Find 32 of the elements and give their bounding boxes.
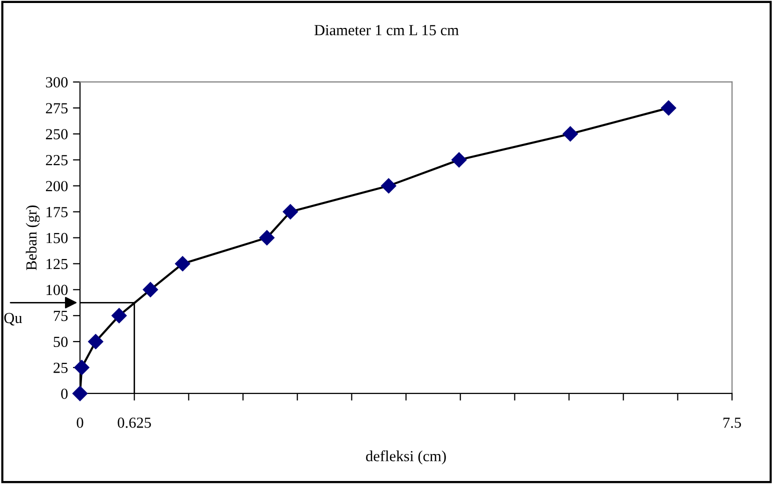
point — [175, 256, 190, 272]
y-axis-title: Beban (gr) — [26, 206, 40, 270]
point — [451, 152, 467, 168]
point — [660, 100, 676, 116]
y-tick-label: 150 — [46, 232, 68, 244]
y-tick-label: 125 — [46, 258, 68, 270]
y-tick-label: 300 — [46, 77, 68, 88]
y-tick-label: 250 — [46, 129, 68, 140]
point — [142, 282, 158, 298]
chart-title: Diameter 1 cm L 15 cm — [314, 25, 459, 36]
point — [282, 204, 298, 220]
y-tick-label: 50 — [54, 336, 68, 348]
y-tick-label: 200 — [46, 180, 68, 192]
point — [259, 230, 274, 246]
x-tick-label: 0 — [76, 418, 84, 428]
point — [562, 126, 578, 142]
x-tick-label: 0.625 — [118, 418, 151, 428]
point — [112, 308, 127, 324]
y-tick-label: 275 — [46, 103, 68, 114]
ref-line-label: Qu — [4, 312, 22, 326]
point — [72, 386, 88, 402]
y-tick-label: 100 — [46, 284, 68, 296]
y-tick-label: 175 — [46, 206, 68, 218]
point — [381, 178, 396, 194]
y-tick-label: 0 — [61, 388, 68, 399]
point — [88, 334, 104, 350]
point — [74, 360, 90, 376]
y-tick-label: 75 — [54, 310, 68, 322]
y-tick-label: 25 — [54, 362, 68, 373]
x-axis-title: defleksi (cm) — [366, 450, 446, 464]
y-tick-label: 225 — [46, 155, 68, 166]
x-tick-label: 7.5 — [723, 418, 741, 428]
